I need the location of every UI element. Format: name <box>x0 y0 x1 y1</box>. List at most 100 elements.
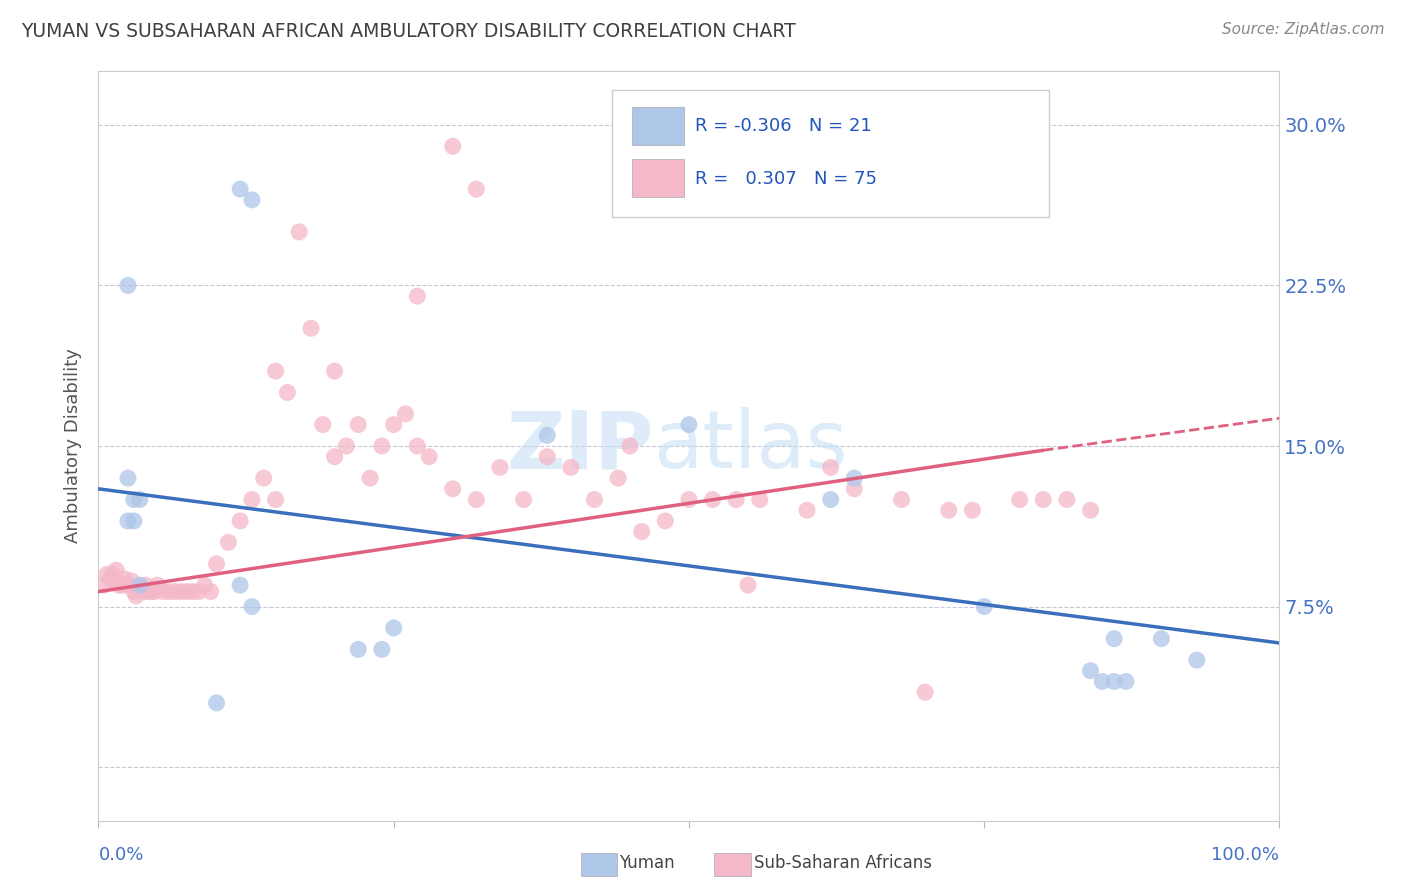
FancyBboxPatch shape <box>633 159 685 197</box>
Point <box>240 492 263 507</box>
Point <box>217 535 239 549</box>
Point <box>1115 674 1137 689</box>
Point <box>205 557 228 571</box>
Point <box>122 492 145 507</box>
Point <box>229 578 252 592</box>
Point <box>844 482 866 496</box>
Text: R = -0.306   N = 21: R = -0.306 N = 21 <box>695 117 872 135</box>
Point <box>678 492 700 507</box>
Point <box>820 460 842 475</box>
Text: ZIP: ZIP <box>506 407 654 485</box>
Text: 0.0%: 0.0% <box>98 847 143 864</box>
Point <box>536 450 558 464</box>
Point <box>312 417 335 432</box>
Point <box>122 514 145 528</box>
Point <box>276 385 298 400</box>
Point <box>200 584 222 599</box>
Point <box>465 182 488 196</box>
Point <box>187 584 209 599</box>
Point <box>132 584 155 599</box>
Point <box>335 439 357 453</box>
Point <box>264 492 287 507</box>
Point <box>560 460 582 475</box>
Point <box>170 584 193 599</box>
Point <box>299 321 322 335</box>
Point <box>112 572 135 586</box>
Point <box>1056 492 1078 507</box>
Point <box>347 642 370 657</box>
Point <box>105 563 128 577</box>
Point <box>240 193 263 207</box>
Point <box>323 364 346 378</box>
Point <box>619 439 641 453</box>
Point <box>737 578 759 592</box>
Point <box>394 407 416 421</box>
Point <box>748 492 770 507</box>
Point <box>1185 653 1208 667</box>
Point <box>264 364 287 378</box>
Point <box>141 584 163 599</box>
Point <box>194 578 217 592</box>
Point <box>121 574 143 588</box>
Point <box>347 417 370 432</box>
Point <box>678 417 700 432</box>
Text: 100.0%: 100.0% <box>1212 847 1279 864</box>
Point <box>229 514 252 528</box>
Point <box>152 584 174 599</box>
Point <box>512 492 534 507</box>
Y-axis label: Ambulatory Disability: Ambulatory Disability <box>63 349 82 543</box>
Point <box>654 514 676 528</box>
Text: R =   0.307   N = 75: R = 0.307 N = 75 <box>695 169 877 187</box>
Point <box>240 599 263 614</box>
Point <box>1091 674 1114 689</box>
Point <box>135 578 157 592</box>
Text: YUMAN VS SUBSAHARAN AFRICAN AMBULATORY DISABILITY CORRELATION CHART: YUMAN VS SUBSAHARAN AFRICAN AMBULATORY D… <box>21 22 796 41</box>
FancyBboxPatch shape <box>612 90 1049 218</box>
Point <box>229 182 252 196</box>
Text: Yuman: Yuman <box>619 855 675 872</box>
Text: Source: ZipAtlas.com: Source: ZipAtlas.com <box>1222 22 1385 37</box>
Point <box>176 584 198 599</box>
Point <box>702 492 724 507</box>
Point <box>107 578 129 592</box>
Point <box>465 492 488 507</box>
Point <box>630 524 652 539</box>
Point <box>143 584 166 599</box>
Point <box>1080 503 1102 517</box>
Point <box>796 503 818 517</box>
Point <box>128 492 150 507</box>
Point <box>146 578 169 592</box>
Point <box>371 439 394 453</box>
Point <box>98 572 121 586</box>
Point <box>359 471 381 485</box>
Point <box>117 514 139 528</box>
Point <box>844 471 866 485</box>
Point <box>125 589 148 603</box>
Point <box>1008 492 1031 507</box>
Point <box>165 584 187 599</box>
Point <box>441 482 464 496</box>
Point <box>607 471 630 485</box>
Point <box>111 578 134 592</box>
Point <box>101 567 124 582</box>
Point <box>122 584 145 599</box>
Point <box>117 578 139 592</box>
Point <box>157 584 180 599</box>
Point <box>418 450 440 464</box>
Point <box>96 567 118 582</box>
Point <box>1102 674 1125 689</box>
Point <box>441 139 464 153</box>
Point <box>890 492 912 507</box>
Point <box>1080 664 1102 678</box>
Point <box>962 503 984 517</box>
Point <box>288 225 311 239</box>
Point <box>973 599 995 614</box>
Point <box>253 471 276 485</box>
Point <box>181 584 204 599</box>
Point <box>128 578 150 592</box>
Point <box>1150 632 1173 646</box>
Point <box>117 471 139 485</box>
Point <box>382 621 405 635</box>
Point <box>323 450 346 464</box>
Point <box>93 578 115 592</box>
